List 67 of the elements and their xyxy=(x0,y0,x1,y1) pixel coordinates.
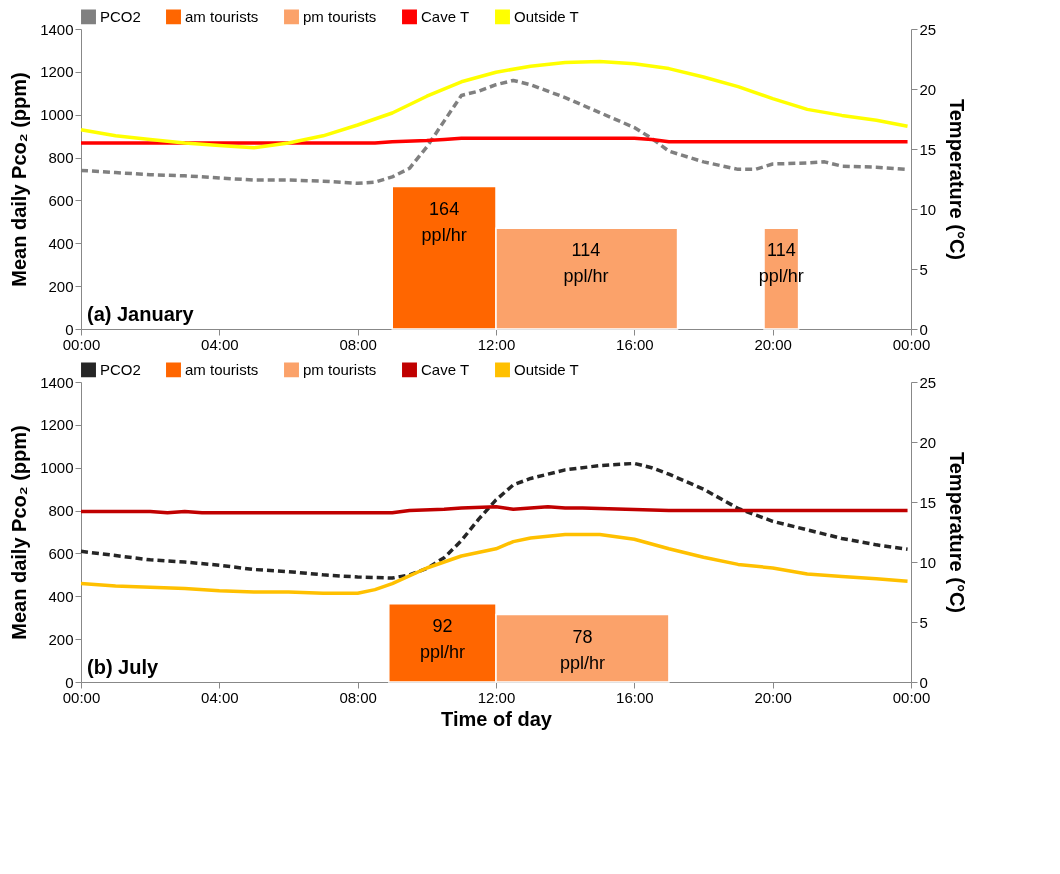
y-tick-label: 1400 xyxy=(40,373,74,391)
annotation: (b) July xyxy=(87,656,159,678)
x-tick-label: 16:00 xyxy=(616,335,654,353)
y2-axis-title: Temperature (°C) xyxy=(946,452,969,613)
y2-tick-label: 25 xyxy=(919,20,937,38)
y2-tick-label: 25 xyxy=(919,373,937,391)
legend-label: Cave T xyxy=(421,7,470,25)
y-tick-label: 1000 xyxy=(40,106,74,124)
y2-tick-label: 15 xyxy=(919,140,937,158)
legend-label: Cave T xyxy=(421,360,470,378)
y-tick-label: 200 xyxy=(48,630,74,648)
x-tick-label: 00:00 xyxy=(62,335,101,353)
line-series xyxy=(79,505,910,515)
annotation: 78 ppl/hr xyxy=(559,626,605,673)
x-tick-label: 12:00 xyxy=(477,688,516,706)
y2-tick-label: 15 xyxy=(919,493,937,511)
y2-tick-label: 10 xyxy=(919,200,937,218)
y2-tick-label: 20 xyxy=(919,433,937,451)
legend-label: Outside T xyxy=(514,360,579,378)
x-tick-label: 04:00 xyxy=(201,688,239,706)
y2-axis-title: Temperature (°C) xyxy=(946,99,969,260)
y2-tick-label: 10 xyxy=(919,553,937,571)
x-tick-label: 20:00 xyxy=(754,335,792,353)
x-tick-label: 00:00 xyxy=(892,688,931,706)
y-tick-label: 1000 xyxy=(40,459,74,477)
legend-label: am tourists xyxy=(185,360,259,378)
x-tick-label: 20:00 xyxy=(754,688,792,706)
x-tick-label: 16:00 xyxy=(616,688,654,706)
y2-tick-label: 5 xyxy=(919,613,928,631)
y2-tick-label: 0 xyxy=(919,673,928,691)
legend-label: pm tourists xyxy=(303,7,377,25)
y-tick-label: 1400 xyxy=(40,20,74,38)
y-tick-label: 0 xyxy=(65,673,74,691)
annotation: 114 ppl/hr xyxy=(563,240,609,287)
line-series xyxy=(79,461,910,580)
y2-tick-label: 20 xyxy=(919,80,937,98)
x-tick-label: 00:00 xyxy=(62,688,101,706)
y2-tick-label: 5 xyxy=(919,260,928,278)
x-tick-label: 08:00 xyxy=(339,335,377,353)
y-axis-title: Mean daily Pco₂ (ppm) xyxy=(8,72,31,287)
y-tick-label: 1200 xyxy=(40,63,74,81)
y-tick-label: 800 xyxy=(48,149,74,167)
y-tick-label: 400 xyxy=(48,587,74,605)
y-tick-label: 600 xyxy=(48,544,74,562)
x-tick-label: 08:00 xyxy=(339,688,377,706)
annotation: 92 ppl/hr xyxy=(419,615,465,662)
annotation: (a) January xyxy=(87,303,195,325)
legend-label: am tourists xyxy=(185,7,259,25)
y2-tick-label: 0 xyxy=(919,320,928,338)
y-tick-label: 0 xyxy=(65,320,74,338)
x-tick-label: 04:00 xyxy=(201,335,239,353)
legend-label: PCO2 xyxy=(100,7,141,25)
y-tick-label: 200 xyxy=(48,277,74,295)
legend-label: pm tourists xyxy=(303,360,377,378)
line-series xyxy=(79,59,910,150)
y-tick-label: 600 xyxy=(48,191,74,209)
line-series xyxy=(79,532,910,595)
annotation: 164 ppl/hr xyxy=(421,198,467,245)
y-axis-title: Mean daily Pco₂ (ppm) xyxy=(8,425,31,640)
x-tick-label: 00:00 xyxy=(892,335,931,353)
y-tick-label: 400 xyxy=(48,234,74,252)
legend-label: PCO2 xyxy=(100,360,141,378)
x-axis-title: Time of day xyxy=(441,707,553,730)
legend-label: Outside T xyxy=(514,7,579,25)
x-tick-label: 12:00 xyxy=(477,335,516,353)
y-tick-label: 800 xyxy=(48,502,74,520)
y-tick-label: 1200 xyxy=(40,416,74,434)
